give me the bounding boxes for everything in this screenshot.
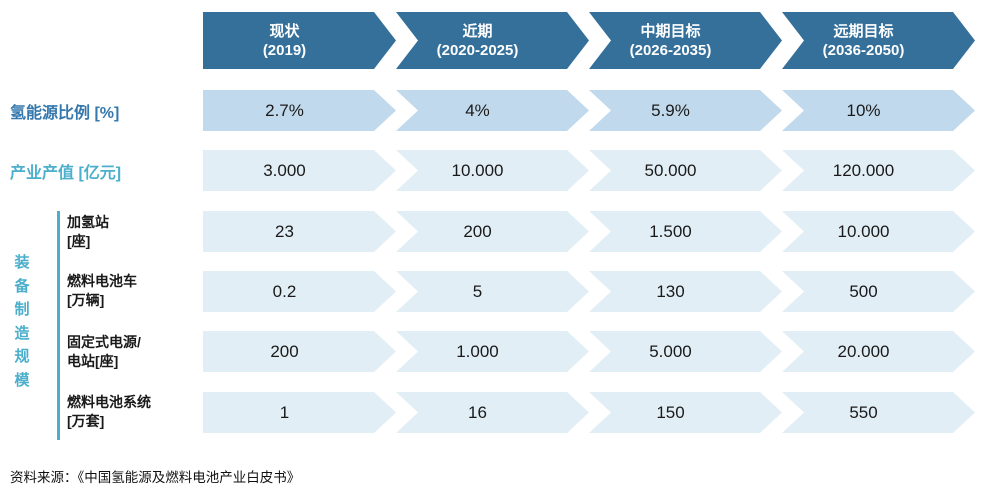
value-cell: 23 — [203, 211, 396, 252]
stage-years: (2019) — [262, 41, 307, 59]
value-cell: 0.2 — [203, 271, 396, 312]
row-label-industry-value: 产业产值 [亿元] — [10, 164, 122, 182]
group-label-equipment-scale: 装 备 制 造 规 模 — [14, 254, 30, 389]
value-cell: 50.000 — [589, 150, 782, 191]
value-cell: 130 — [589, 271, 782, 312]
stage-title: 近期 — [462, 22, 493, 40]
value-cell: 1.000 — [396, 331, 589, 372]
value-cell: 120.000 — [782, 150, 975, 191]
value-cell: 550 — [782, 392, 975, 433]
row-fuel-cell-systems: 1 16 150 550 — [203, 392, 975, 433]
group-bracket-line — [57, 211, 60, 440]
row-refueling-stations: 23 200 1.500 10.000 — [203, 211, 975, 252]
value-cell: 5.9% — [589, 90, 782, 131]
row-stationary-power: 200 1.000 5.000 20.000 — [203, 331, 975, 372]
row-label-refueling-stations: 加氢站 [座] — [67, 214, 109, 249]
value-cell: 150 — [589, 392, 782, 433]
row-industry-value: 3.000 10.000 50.000 120.000 — [203, 150, 975, 191]
stage-arrow-current: 现状 (2019) — [203, 12, 396, 69]
value-cell: 1 — [203, 392, 396, 433]
value-cell: 20.000 — [782, 331, 975, 372]
value-cell: 5 — [396, 271, 589, 312]
timeline-header: 现状 (2019) 近期 (2020-2025) 中期目标 (2026-2035… — [203, 12, 975, 69]
row-label-stationary-power: 固定式电源/ 电站[座] — [67, 334, 141, 369]
value-cell: 500 — [782, 271, 975, 312]
stage-years: (2036-2050) — [822, 41, 905, 59]
value-cell: 5.000 — [589, 331, 782, 372]
value-cell: 3.000 — [203, 150, 396, 191]
stage-arrow-near-term: 近期 (2020-2025) — [396, 12, 589, 69]
value-cell: 1.500 — [589, 211, 782, 252]
row-fuel-cell-vehicles: 0.2 5 130 500 — [203, 271, 975, 312]
stage-title: 中期目标 — [640, 22, 701, 40]
value-cell: 200 — [396, 211, 589, 252]
value-cell: 200 — [203, 331, 396, 372]
stage-title: 现状 — [269, 22, 300, 40]
row-label-fuel-cell-systems: 燃料电池系统 [万套] — [67, 394, 151, 429]
value-cell: 4% — [396, 90, 589, 131]
value-cell: 2.7% — [203, 90, 396, 131]
value-cell: 10.000 — [782, 211, 975, 252]
stage-years: (2026-2035) — [629, 41, 712, 59]
stage-arrow-long-term: 远期目标 (2036-2050) — [782, 12, 975, 69]
row-label-fuel-cell-vehicles: 燃料电池车 [万辆] — [67, 273, 137, 308]
stage-years: (2020-2025) — [436, 41, 519, 59]
stage-title: 远期目标 — [833, 22, 894, 40]
stage-arrow-mid-term: 中期目标 (2026-2035) — [589, 12, 782, 69]
row-label-hydrogen-share: 氢能源比例 [%] — [10, 104, 120, 122]
row-hydrogen-share: 2.7% 4% 5.9% 10% — [203, 90, 975, 131]
value-cell: 16 — [396, 392, 589, 433]
value-cell: 10% — [782, 90, 975, 131]
value-cell: 10.000 — [396, 150, 589, 191]
source-note: 资料来源：《中国氢能源及燃料电池产业白皮书》 — [10, 470, 301, 485]
